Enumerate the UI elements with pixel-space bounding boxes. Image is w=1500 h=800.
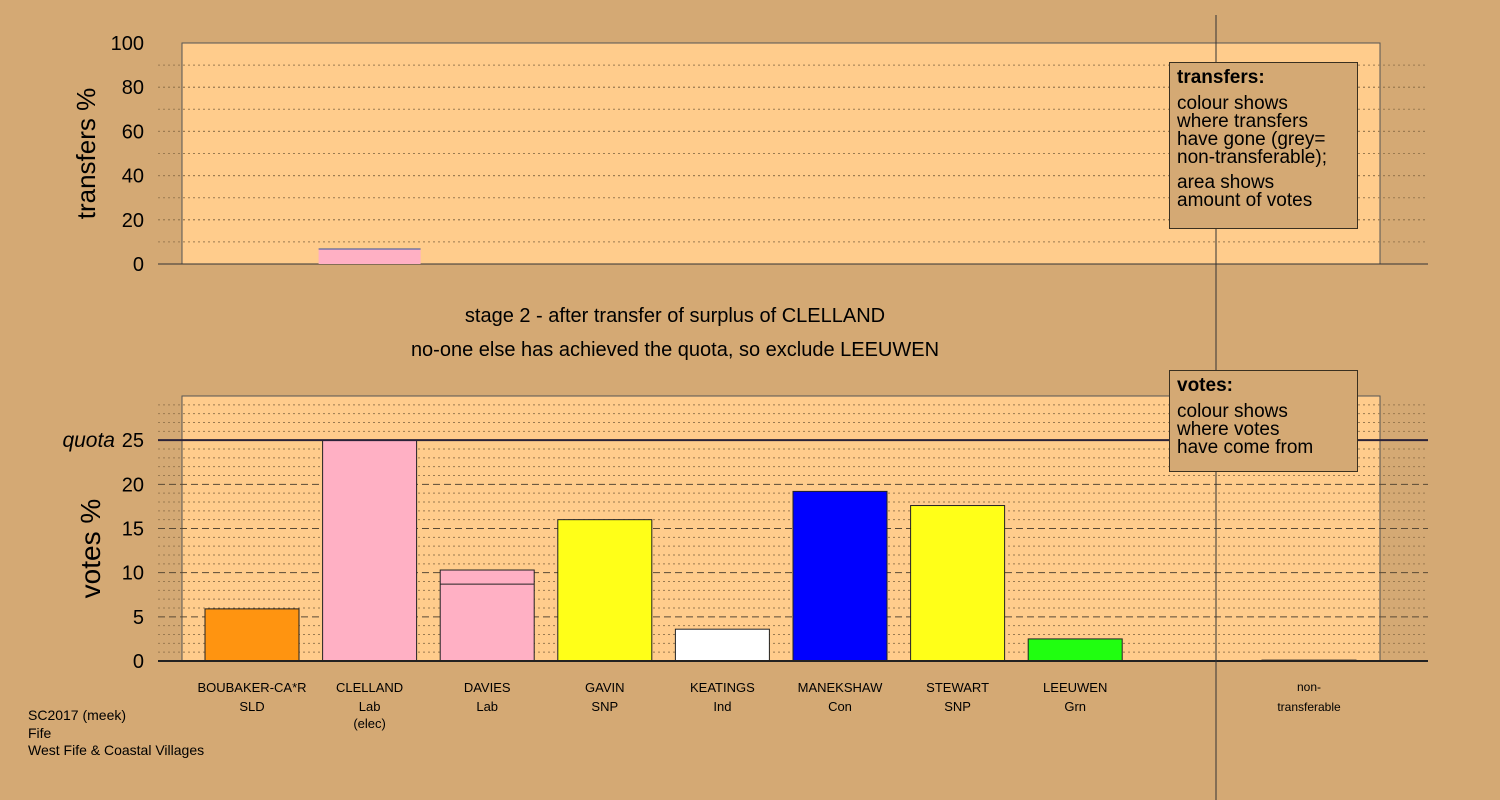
candidate-name-label: LEEUWEN — [1043, 680, 1107, 695]
candidate-party-label: SNP — [591, 699, 618, 714]
transfers-legend-box: transfers: colour shows where transfers … — [1169, 62, 1358, 229]
votes-legend-line: where votes — [1177, 419, 1280, 440]
stage-title: stage 2 - after transfer of surplus of C… — [464, 305, 886, 327]
stage-subtitle: no-one else has achieved the quota, so e… — [410, 339, 940, 361]
votes-y-tick-label: 0 — [133, 651, 144, 673]
transfers-y-tick-label: 0 — [133, 254, 144, 276]
candidate-party-label: Con — [828, 699, 852, 714]
votes-y-tick-label: 25 — [122, 430, 144, 452]
candidate-party-label: Lab — [359, 699, 381, 714]
votes-y-tick-label: 15 — [122, 519, 144, 541]
candidate-party-label: Grn — [1064, 699, 1086, 714]
footer-info: SC2017 (meek) Fife West Fife & Coastal V… — [28, 707, 204, 760]
votes-y-tick-label: 20 — [122, 474, 144, 496]
transfers-y-tick-label: 100 — [111, 33, 144, 55]
votes-y-tick-label: 5 — [133, 607, 144, 629]
votes-bar — [792, 490, 888, 662]
footer-ward: West Fife & Coastal Villages — [28, 742, 205, 758]
votes-bar — [439, 569, 535, 662]
transfers-legend-line: where transfers — [1177, 111, 1308, 132]
candidate-name-label: STEWART — [926, 680, 989, 695]
transfers-legend-line: amount of votes — [1177, 190, 1313, 211]
transfers-bar — [318, 248, 421, 264]
transfers-legend-line: have gone (grey= — [1177, 129, 1326, 150]
candidate-party-label: SLD — [239, 699, 264, 714]
votes-bar — [557, 519, 653, 662]
votes-bar — [910, 505, 1006, 662]
quota-label: quota — [62, 429, 115, 452]
candidate-name-label: KEATINGS — [690, 680, 755, 695]
votes-legend-line: have come from — [1177, 437, 1314, 458]
votes-legend-line: colour shows — [1177, 401, 1288, 422]
nontransferable-label: non- — [1297, 680, 1321, 694]
candidate-name-label: DAVIES — [464, 680, 511, 695]
footer-election: SC2017 (meek) — [28, 707, 127, 723]
votes-bar — [204, 608, 300, 662]
votes-legend-box: votes: colour shows where votes have com… — [1169, 370, 1358, 472]
votes-legend-heading: votes: — [1177, 375, 1233, 396]
votes-bar — [1027, 638, 1123, 662]
footer-council: Fife — [28, 724, 52, 741]
transfers-y-tick-label: 20 — [122, 210, 144, 232]
nontransferable-label: transferable — [1277, 700, 1341, 714]
candidate-party-label: SNP — [944, 699, 971, 714]
transfers-legend-line: non-transferable); — [1177, 147, 1327, 168]
transfers-legend-line: area shows — [1177, 172, 1275, 193]
votes-y-tick-label: 10 — [122, 563, 144, 585]
transfers-legend-heading: transfers: — [1177, 67, 1265, 88]
candidate-name-label: CLELLAND — [336, 680, 403, 695]
transfers-y-axis-label: transfers % — [71, 88, 101, 220]
transfers-legend-line: colour shows — [1177, 93, 1288, 114]
votes-y-axis-label: votes % — [75, 499, 106, 599]
transfers-y-tick-label: 80 — [122, 77, 144, 99]
candidate-name-label: BOUBAKER-CA*R — [197, 680, 306, 695]
transfers-y-tick-label: 40 — [122, 166, 144, 188]
candidate-status-label: (elec) — [353, 716, 386, 731]
candidate-name-label: GAVIN — [585, 680, 625, 695]
transfers-y-tick-label: 60 — [122, 121, 144, 143]
candidate-party-label: Lab — [476, 699, 498, 714]
candidate-party-label: Ind — [713, 699, 731, 714]
votes-bar — [322, 439, 418, 662]
votes-bar — [674, 628, 770, 662]
candidate-name-label: MANEKSHAW — [798, 680, 883, 695]
